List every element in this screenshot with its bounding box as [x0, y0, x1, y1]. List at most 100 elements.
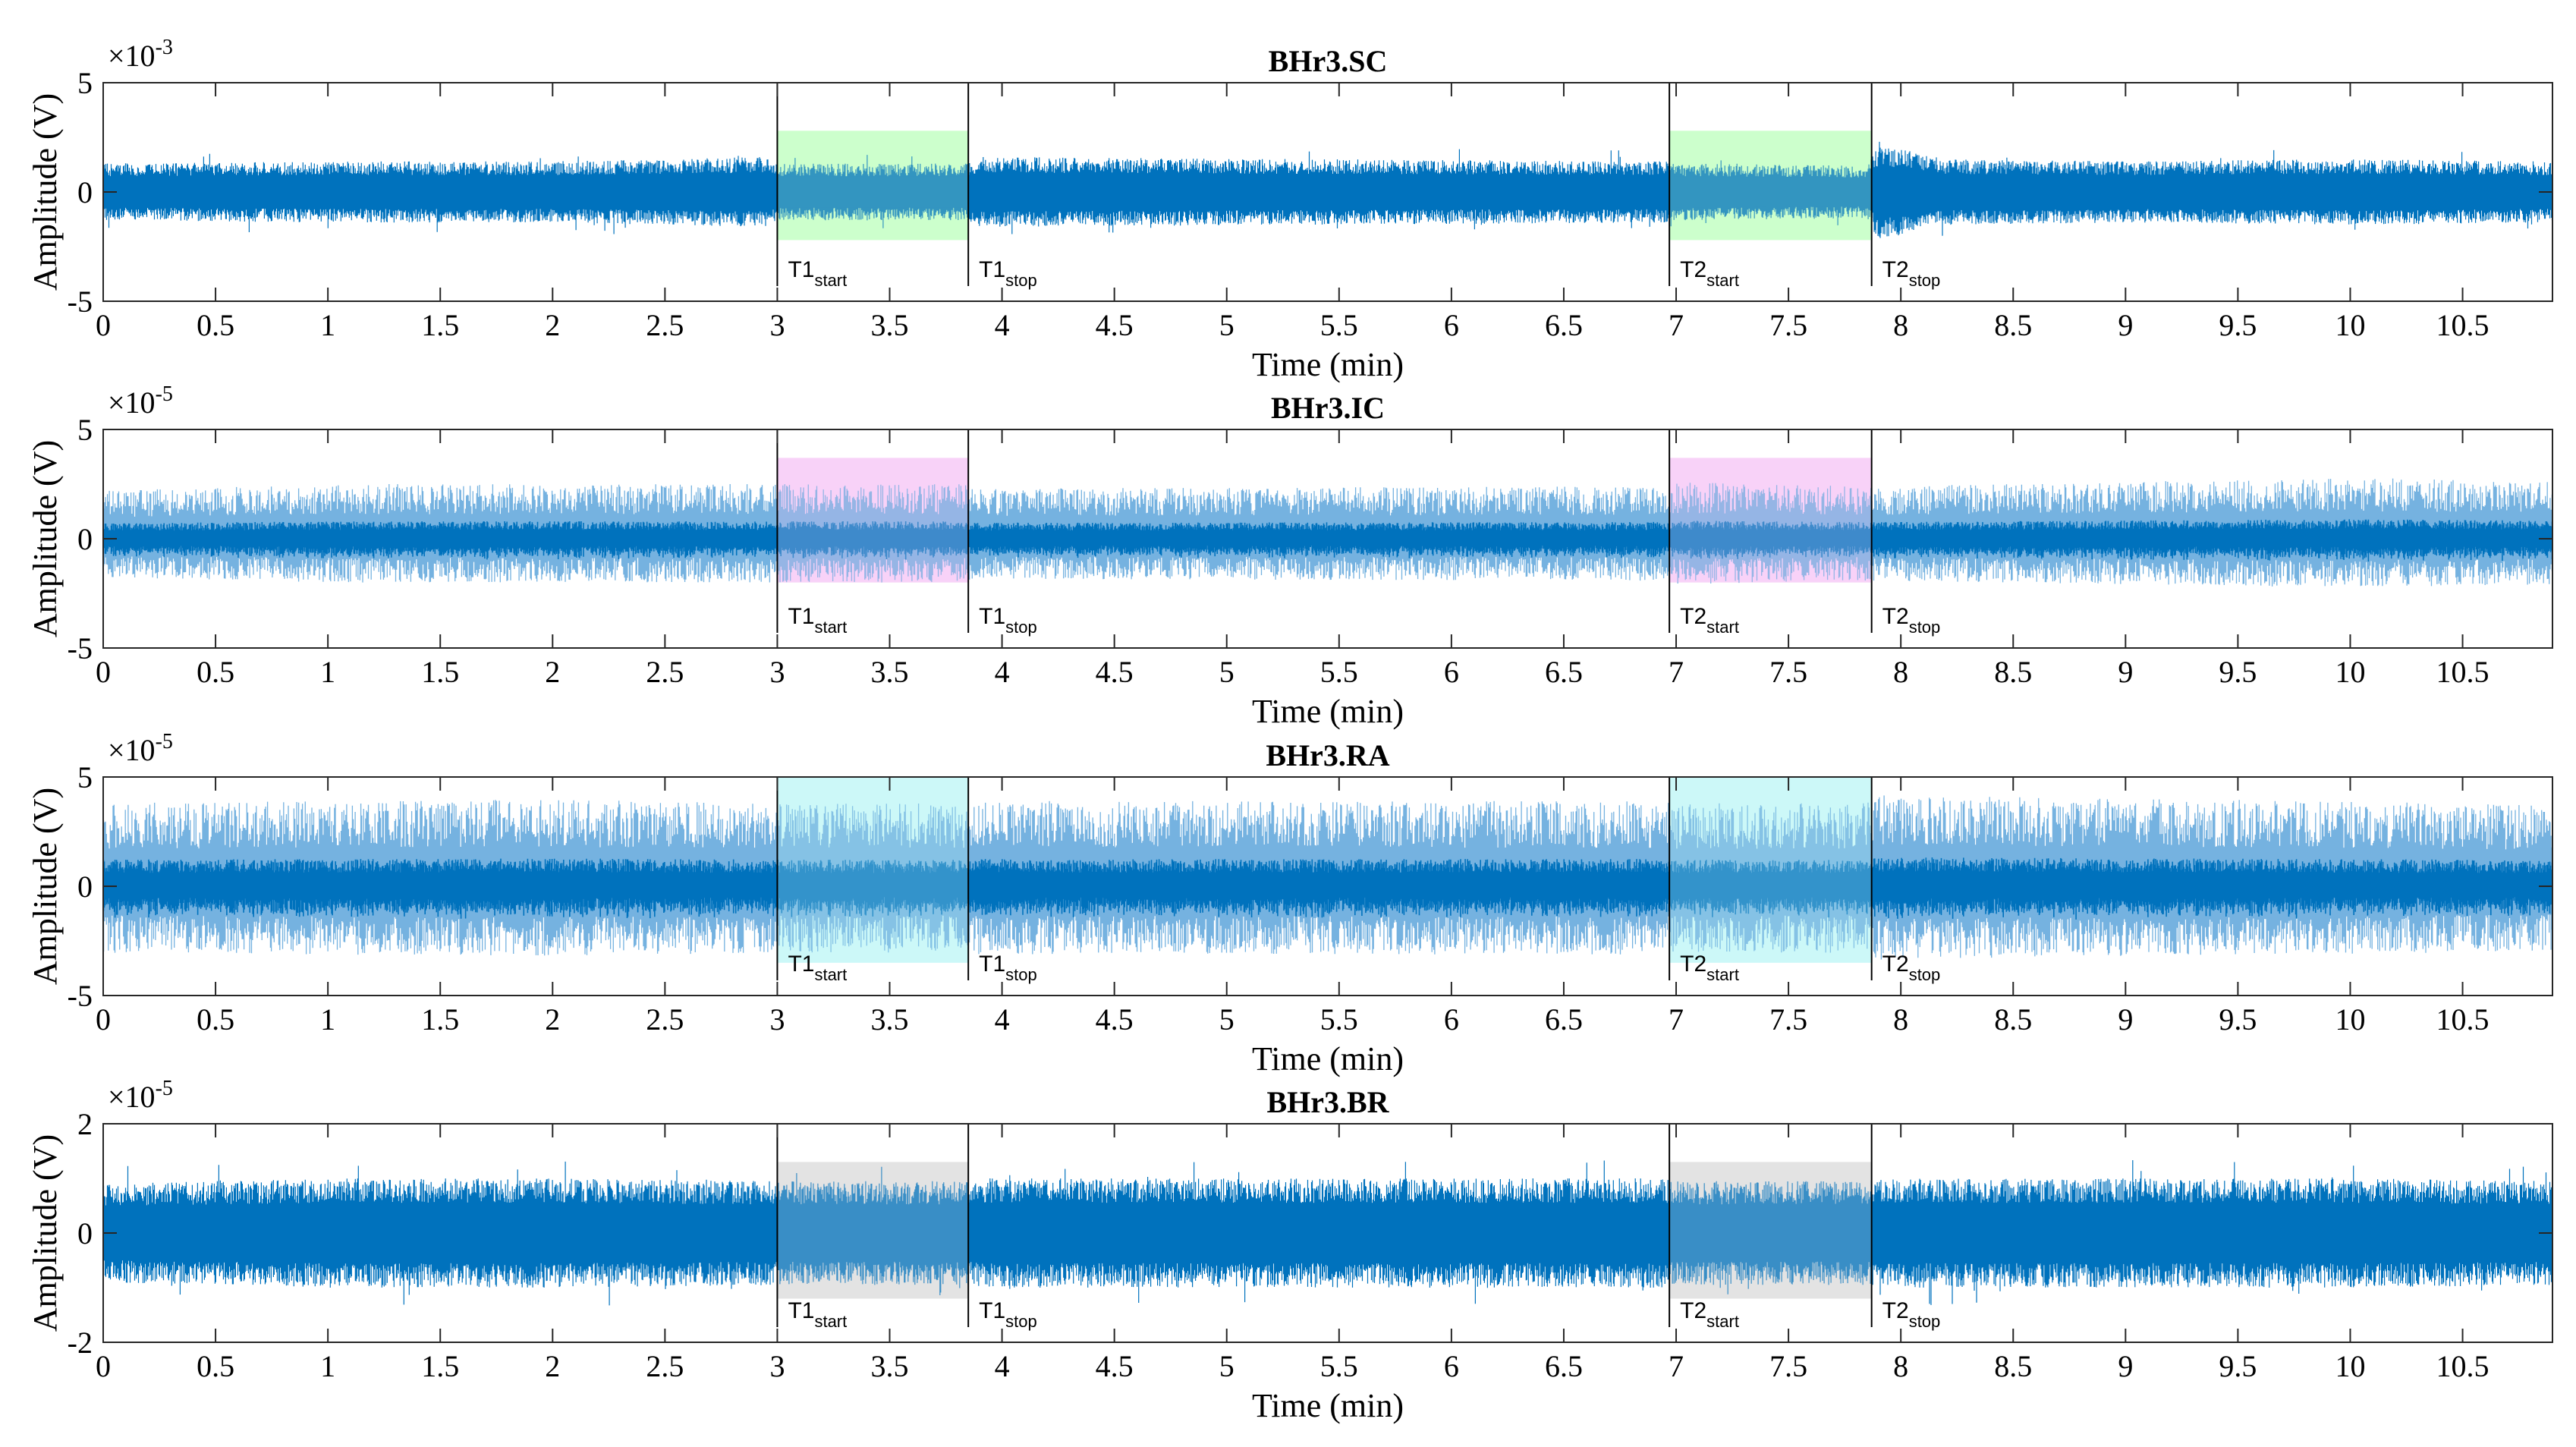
x-tick-label: 3: [769, 1002, 785, 1036]
x-tick-label: 4: [995, 1349, 1010, 1383]
y-tick-label: 0: [77, 175, 93, 209]
x-tick-label: 1: [320, 655, 335, 689]
exponent-power: -5: [156, 1077, 173, 1100]
x-tick-label: 3: [769, 655, 785, 689]
x-tick-label: 0: [96, 655, 111, 689]
x-tick-label: 7: [1669, 655, 1684, 689]
marker-label-3: T2start: [1680, 604, 1739, 637]
x-tick-label: 9.5: [2219, 308, 2257, 342]
marker-sub: stop: [1005, 965, 1037, 984]
y-axis-label: Amplitude (V): [27, 788, 64, 985]
x-tick-label: 1.5: [421, 1002, 459, 1036]
x-tick-label: 7.5: [1769, 1002, 1807, 1036]
x-tick-label: 5.5: [1320, 655, 1358, 689]
marker-name: T1: [788, 1298, 814, 1323]
marker-name: T2: [1882, 257, 1909, 282]
marker-name: T2: [1680, 604, 1706, 629]
y-tick-label: -2: [68, 1326, 93, 1360]
y-tick-label: 0: [77, 522, 93, 556]
x-tick-label: 7.5: [1769, 1349, 1807, 1383]
marker-sub: start: [1706, 1312, 1739, 1331]
y-exponent-label: ×10-5: [108, 1077, 173, 1114]
marker-sub: start: [1706, 271, 1739, 290]
x-tick-label: 9: [2118, 308, 2133, 342]
marker-name: T2: [1680, 257, 1706, 282]
x-tick-label: 6.5: [1545, 655, 1583, 689]
x-tick-label: 2.5: [646, 1002, 684, 1036]
y-axis-label: Amplitude (V): [27, 1134, 64, 1332]
x-tick-label: 8: [1893, 308, 1908, 342]
y-tick-label: 0: [77, 870, 93, 904]
x-tick-label: 1.5: [421, 655, 459, 689]
marker-sub: stop: [1005, 618, 1037, 637]
y-axis-label: Amplitude (V): [27, 440, 64, 637]
chart-title: BHr3.SC: [1269, 44, 1388, 78]
marker-name: T1: [979, 952, 1005, 977]
x-tick-label: 2.5: [646, 308, 684, 342]
marker-name: T1: [979, 1298, 1005, 1323]
x-tick-label: 1: [320, 308, 335, 342]
x-tick-label: 8.5: [1994, 1349, 2032, 1383]
x-tick-label: 4: [995, 655, 1010, 689]
x-tick-label: 3: [769, 308, 785, 342]
marker-label-2: T1stop: [979, 604, 1037, 637]
marker-sub: start: [814, 271, 847, 290]
y-tick-label: -5: [68, 631, 93, 665]
highlight-overlay-1: [777, 458, 969, 583]
x-tick-label: 4.5: [1096, 1349, 1134, 1383]
x-tick-label: 7: [1669, 1349, 1684, 1383]
x-tick-label: 5.5: [1320, 308, 1358, 342]
highlight-overlay-2: [1669, 1162, 1872, 1299]
x-tick-label: 6.5: [1545, 308, 1583, 342]
marker-label-1: T1start: [788, 604, 847, 637]
y-tick-label: 0: [77, 1216, 93, 1250]
marker-name: T1: [788, 604, 814, 629]
x-tick-label: 4.5: [1096, 1002, 1134, 1036]
exponent-base: ×10: [108, 1080, 156, 1114]
exponent-base: ×10: [108, 385, 156, 420]
x-tick-label: 2.5: [646, 655, 684, 689]
x-tick-label: 9: [2118, 655, 2133, 689]
exponent-base: ×10: [108, 39, 156, 73]
y-tick-label: 5: [77, 413, 93, 447]
x-tick-label: 7: [1669, 308, 1684, 342]
x-axis-label: Time (min): [1252, 1387, 1404, 1424]
x-tick-label: 8: [1893, 1349, 1908, 1383]
x-tick-label: 1: [320, 1002, 335, 1036]
marker-name: T1: [979, 604, 1005, 629]
x-tick-label: 2: [545, 1002, 560, 1036]
x-tick-label: 3.5: [871, 655, 909, 689]
x-tick-label: 3: [769, 1349, 785, 1383]
marker-sub: start: [814, 618, 847, 637]
marker-sub: stop: [1909, 271, 1941, 290]
y-tick-label: 5: [77, 66, 93, 100]
marker-name: T1: [788, 257, 814, 282]
x-tick-label: 1.5: [421, 308, 459, 342]
signal-trace: [103, 795, 2552, 960]
highlight-overlay-2: [1669, 777, 1872, 963]
chart-title: BHr3.IC: [1271, 391, 1385, 425]
y-axis-label: Amplitude (V): [27, 93, 64, 291]
x-tick-label: 7: [1669, 1002, 1684, 1036]
chart-title: BHr3.RA: [1266, 738, 1389, 772]
x-tick-label: 4: [995, 1002, 1010, 1036]
x-axis-label: Time (min): [1252, 346, 1404, 383]
marker-sub: start: [814, 965, 847, 984]
marker-label-1: T1start: [788, 257, 847, 290]
x-tick-label: 3.5: [871, 1002, 909, 1036]
x-tick-label: 0: [96, 1002, 111, 1036]
signal-trace: [103, 141, 2552, 238]
marker-sub: start: [814, 1312, 847, 1331]
x-tick-label: 2: [545, 308, 560, 342]
marker-label-2: T1stop: [979, 1298, 1037, 1331]
signal-core: [103, 1203, 2552, 1263]
x-tick-label: 6.5: [1545, 1002, 1583, 1036]
marker-name: T1: [788, 952, 814, 977]
x-tick-label: 9.5: [2219, 1002, 2257, 1036]
highlight-overlay-2: [1669, 458, 1872, 583]
x-tick-label: 6: [1444, 308, 1459, 342]
x-tick-label: 10.5: [2436, 1349, 2490, 1383]
y-tick-label: -5: [68, 285, 93, 319]
marker-label-4: T2stop: [1882, 257, 1941, 290]
x-axis-label: Time (min): [1252, 1040, 1404, 1077]
